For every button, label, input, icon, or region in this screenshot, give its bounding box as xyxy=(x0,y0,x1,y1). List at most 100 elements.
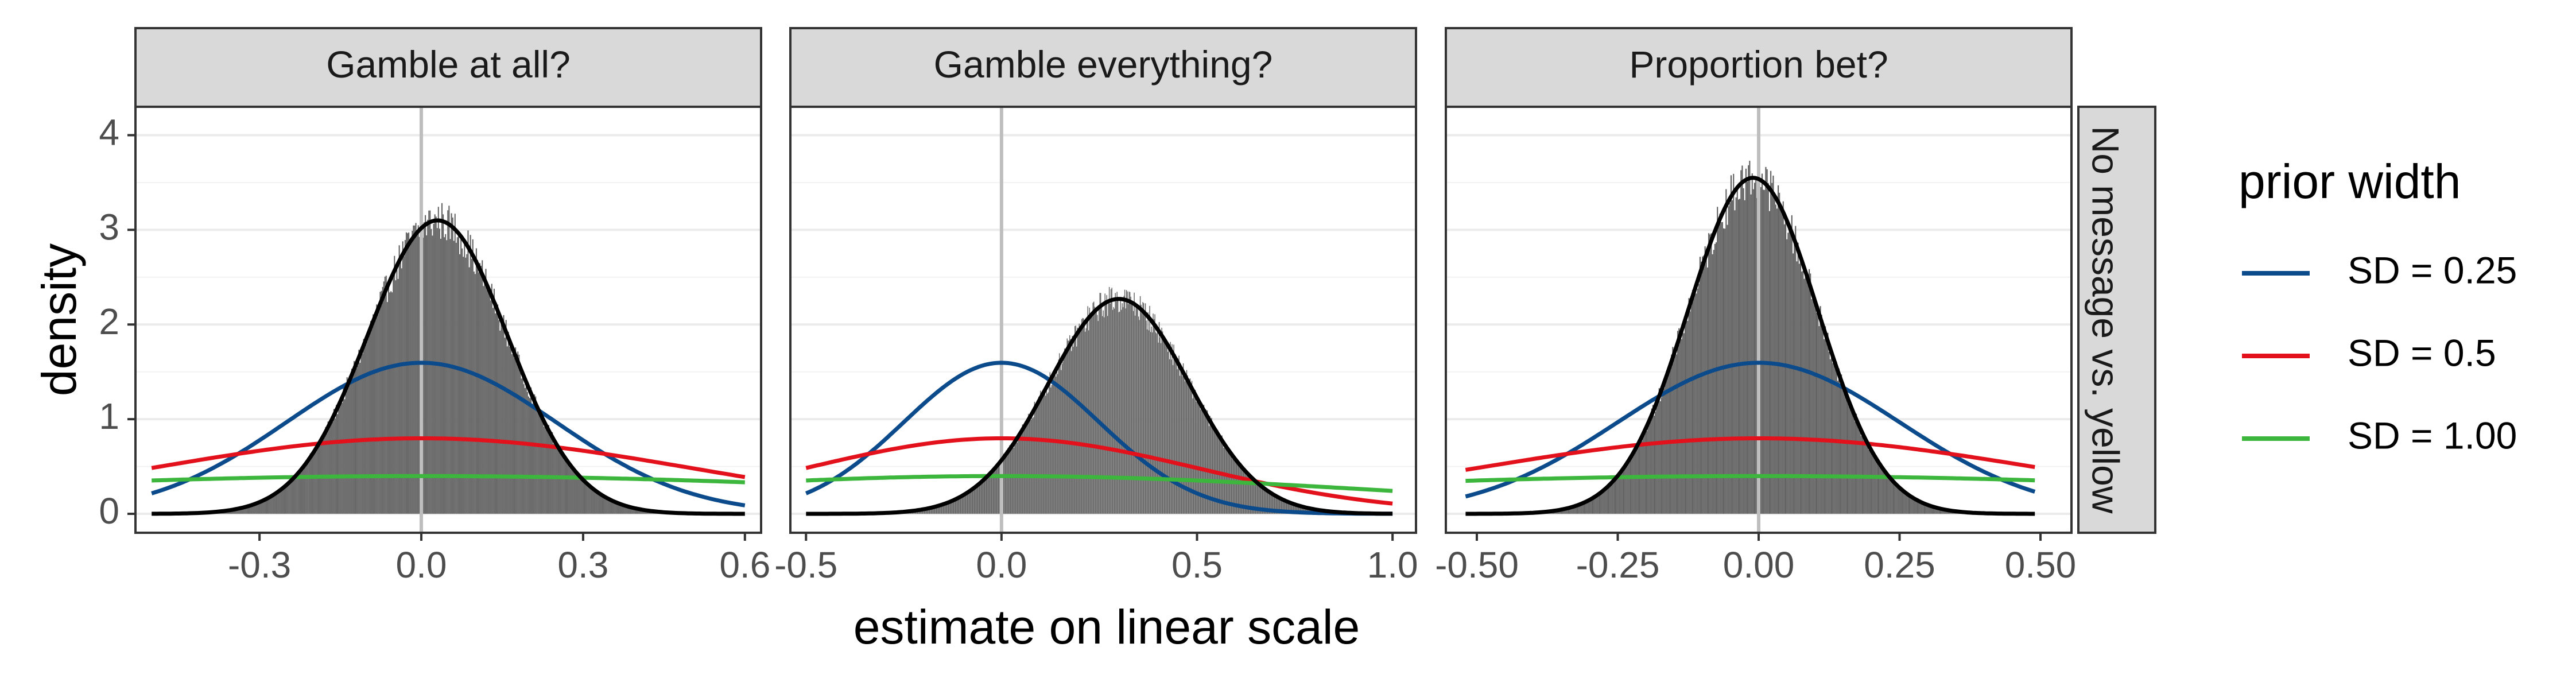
histogram-bar xyxy=(556,447,558,514)
histogram-bar xyxy=(1750,194,1752,514)
histogram-bar xyxy=(519,367,521,514)
histogram-bar xyxy=(427,219,429,514)
histogram-bar xyxy=(1601,493,1603,514)
histogram-bar xyxy=(560,454,561,514)
histogram-bar xyxy=(345,386,347,514)
histogram-bar xyxy=(538,410,540,514)
histogram-bar xyxy=(1872,455,1873,514)
histogram-bar xyxy=(1884,473,1886,514)
histogram-bar xyxy=(367,328,369,514)
histogram-bar xyxy=(1100,293,1101,514)
histogram-bar xyxy=(1673,350,1675,514)
histogram-bar xyxy=(512,354,514,514)
histogram-bar xyxy=(1099,292,1101,514)
histogram-bar xyxy=(1610,484,1612,514)
histogram-bar xyxy=(1154,314,1156,514)
histogram-bar xyxy=(1841,374,1842,514)
histogram-bar xyxy=(1119,311,1120,514)
histogram-bar xyxy=(342,402,343,514)
histogram-bar xyxy=(389,292,391,514)
histogram-bar xyxy=(1143,303,1145,514)
histogram-bar xyxy=(295,476,297,514)
histogram-bar xyxy=(387,285,390,514)
histogram-bar xyxy=(1021,428,1022,514)
row-strip-box xyxy=(2077,106,2156,534)
histogram-bar xyxy=(584,481,587,514)
histogram-bar xyxy=(402,241,404,514)
histogram-bar xyxy=(533,399,534,514)
histogram-bar xyxy=(1697,288,1698,514)
panel-1: Gamble at all? -0.3 0.0 0.3 0.6 xyxy=(134,27,770,586)
histogram-bar xyxy=(1869,448,1871,514)
prior-curve-sd-1 xyxy=(1465,474,2035,483)
histogram-bar xyxy=(1729,203,1731,514)
histogram-bar xyxy=(969,491,971,514)
histogram-bar xyxy=(1783,224,1786,514)
prior-curve-sd-0.5 xyxy=(805,436,1393,506)
histogram-bar xyxy=(292,481,293,514)
histogram-bar xyxy=(1724,228,1726,514)
histogram-bar xyxy=(1905,494,1907,514)
histogram-bar xyxy=(406,233,409,514)
histogram-bar xyxy=(263,501,265,514)
histogram-bar xyxy=(1760,187,1762,514)
histogram-bar xyxy=(582,480,584,514)
histogram-bar xyxy=(443,237,445,514)
histogram-bar xyxy=(545,427,548,514)
histogram-bar xyxy=(1745,168,1747,514)
histogram-bar xyxy=(1650,419,1651,514)
histogram-bar xyxy=(1198,400,1200,514)
histogram-bar xyxy=(1710,233,1712,514)
histogram-bar xyxy=(324,435,325,514)
histogram-bar xyxy=(1821,315,1822,514)
histogram-bar xyxy=(494,313,496,514)
histogram-bar xyxy=(1828,351,1830,514)
histogram-bar xyxy=(1789,225,1790,514)
histogram-bar xyxy=(350,382,351,514)
histogram-bar xyxy=(1879,465,1881,514)
histogram-bar xyxy=(1744,200,1745,514)
histogram-bar xyxy=(1094,307,1096,514)
histogram-bar xyxy=(1142,302,1144,514)
histogram-bar xyxy=(1015,444,1017,514)
histogram-bar xyxy=(1696,293,1697,514)
histogram-bar xyxy=(529,398,531,514)
histogram-bar xyxy=(973,489,975,514)
histogram-bar xyxy=(1069,335,1070,514)
row-strip: No message vs. yellow xyxy=(2077,106,2156,534)
histogram-bar xyxy=(1620,472,1621,514)
histogram-bar xyxy=(549,431,551,514)
histogram-bar xyxy=(1081,319,1083,514)
histogram-bar xyxy=(1058,359,1060,514)
histogram-bar xyxy=(397,278,399,514)
histogram-bar xyxy=(332,421,333,514)
y-axis-title: density xyxy=(32,243,86,396)
histogram-bar xyxy=(1612,482,1614,514)
histogram-bar xyxy=(293,479,294,514)
histogram-bar xyxy=(1846,398,1849,514)
histogram-bar xyxy=(491,284,492,514)
histogram-bar xyxy=(1859,427,1861,514)
histogram-bar xyxy=(1653,415,1655,514)
histogram-bar xyxy=(587,485,589,514)
histogram-bar xyxy=(1010,446,1011,514)
histogram-bar xyxy=(1197,397,1198,514)
histogram-bar xyxy=(460,238,462,514)
histogram-bar xyxy=(461,248,463,514)
x-tick-label: 1.0 xyxy=(1367,544,1418,586)
histogram-bar xyxy=(1843,384,1845,514)
histogram-bar xyxy=(1694,285,1696,514)
histogram-bar xyxy=(439,228,441,514)
histogram-bar xyxy=(1718,218,1720,514)
histogram-bar xyxy=(1910,497,1912,514)
histogram-bar xyxy=(353,361,355,514)
histogram-bar xyxy=(588,486,590,514)
histogram-bar xyxy=(1628,459,1631,514)
x-tick-label: 0.3 xyxy=(557,544,608,586)
histogram-bar xyxy=(1767,183,1769,514)
histogram-bar xyxy=(1734,210,1736,514)
histogram-bar xyxy=(436,228,438,514)
histogram-bar xyxy=(306,463,308,514)
histogram-bar xyxy=(1672,347,1674,514)
histogram-bar xyxy=(1168,345,1169,514)
